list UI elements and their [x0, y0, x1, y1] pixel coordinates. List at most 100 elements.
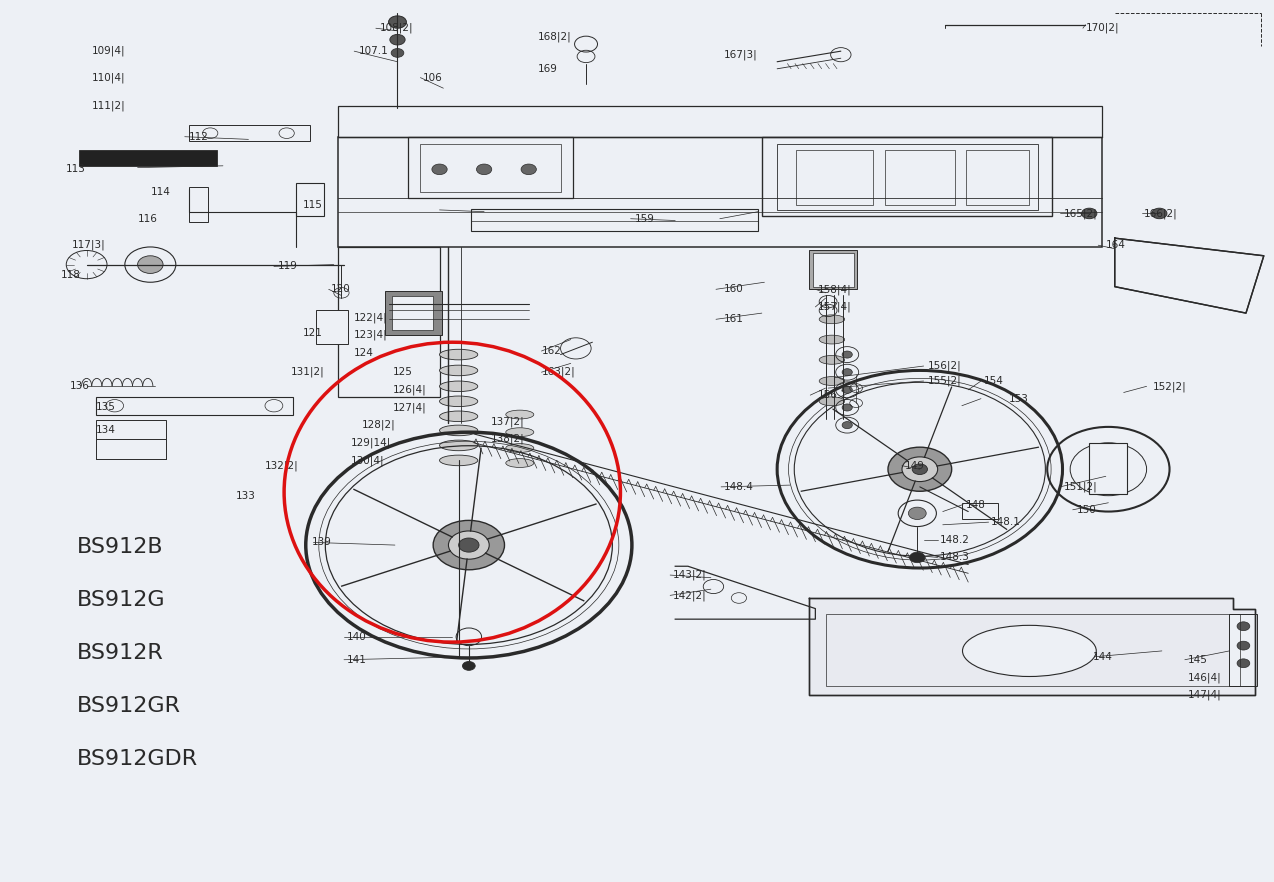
- Circle shape: [842, 351, 852, 358]
- Text: 169: 169: [538, 64, 558, 74]
- Text: 161: 161: [724, 314, 744, 325]
- Ellipse shape: [819, 397, 845, 406]
- Circle shape: [521, 164, 536, 175]
- Text: 136: 136: [70, 381, 90, 392]
- Text: 129|14|: 129|14|: [350, 437, 391, 448]
- Circle shape: [842, 422, 852, 429]
- Text: 132|2|: 132|2|: [265, 460, 298, 471]
- Bar: [189, 187, 208, 222]
- Circle shape: [1237, 659, 1250, 668]
- Circle shape: [459, 538, 479, 552]
- Bar: [408, 137, 573, 198]
- Text: 114: 114: [150, 187, 171, 198]
- Text: 123|4|: 123|4|: [354, 330, 387, 340]
- Ellipse shape: [506, 444, 534, 452]
- Bar: [826, 614, 1240, 686]
- Bar: [338, 247, 440, 397]
- Bar: [385, 291, 442, 335]
- Circle shape: [390, 34, 405, 45]
- Text: 157|4|: 157|4|: [818, 302, 851, 312]
- Circle shape: [1237, 641, 1250, 650]
- Text: 128|2|: 128|2|: [362, 420, 395, 430]
- Circle shape: [912, 464, 927, 475]
- Bar: [189, 125, 310, 141]
- Text: 135: 135: [96, 402, 116, 413]
- Circle shape: [462, 662, 475, 670]
- Circle shape: [448, 531, 489, 559]
- Text: 110|4|: 110|4|: [92, 72, 125, 83]
- Ellipse shape: [440, 440, 478, 451]
- Bar: [471, 209, 758, 231]
- Text: 156.1: 156.1: [818, 390, 847, 400]
- Text: 148.2: 148.2: [940, 534, 970, 545]
- Bar: [966, 150, 1029, 205]
- Text: 146|4|: 146|4|: [1187, 672, 1220, 683]
- Circle shape: [476, 164, 492, 175]
- Text: 111|2|: 111|2|: [92, 101, 125, 111]
- Bar: [1089, 443, 1127, 494]
- Circle shape: [842, 369, 852, 376]
- Text: 121: 121: [303, 328, 324, 339]
- Circle shape: [1237, 622, 1250, 631]
- Bar: [962, 503, 998, 519]
- Ellipse shape: [819, 377, 845, 385]
- Ellipse shape: [506, 428, 534, 437]
- Bar: [1229, 614, 1257, 686]
- Text: 148.4: 148.4: [724, 482, 753, 492]
- Bar: [96, 420, 166, 439]
- Circle shape: [908, 507, 926, 519]
- Text: 137|2|: 137|2|: [490, 416, 524, 427]
- Text: 124: 124: [354, 348, 375, 358]
- Text: 158|4|: 158|4|: [818, 284, 851, 295]
- Text: 160: 160: [724, 284, 744, 295]
- Text: 166|2|: 166|2|: [1144, 208, 1177, 219]
- Ellipse shape: [819, 355, 845, 364]
- Text: 125: 125: [392, 367, 413, 377]
- Text: 119: 119: [278, 261, 298, 272]
- Text: 127|4|: 127|4|: [392, 402, 426, 413]
- Ellipse shape: [819, 335, 845, 344]
- Bar: [79, 150, 217, 166]
- Bar: [96, 397, 293, 415]
- Text: 154: 154: [984, 376, 1004, 386]
- Bar: [296, 183, 324, 216]
- Bar: [392, 296, 433, 330]
- Bar: [813, 253, 854, 287]
- Text: 168|2|: 168|2|: [538, 32, 571, 42]
- Text: 148.1: 148.1: [991, 517, 1020, 527]
- Text: 151|2|: 151|2|: [1064, 482, 1097, 492]
- Polygon shape: [1115, 238, 1264, 313]
- Text: 165|2|: 165|2|: [1064, 208, 1097, 219]
- Text: 133: 133: [236, 490, 256, 501]
- Text: 143|2|: 143|2|: [673, 570, 706, 580]
- Text: 152|2|: 152|2|: [1153, 381, 1186, 392]
- Text: 122|4|: 122|4|: [354, 312, 387, 323]
- Text: 130|4|: 130|4|: [350, 455, 383, 466]
- Text: BS912R: BS912R: [76, 643, 163, 662]
- Text: 148.3: 148.3: [940, 552, 970, 563]
- Text: 163|2|: 163|2|: [541, 367, 575, 377]
- Bar: [777, 144, 1038, 210]
- Circle shape: [910, 552, 925, 563]
- Bar: [762, 137, 1052, 216]
- Ellipse shape: [440, 455, 478, 466]
- Text: 145: 145: [1187, 654, 1208, 665]
- Circle shape: [842, 386, 852, 393]
- Text: 108|2|: 108|2|: [380, 23, 413, 34]
- Text: BS912GDR: BS912GDR: [76, 749, 197, 768]
- Text: 156|2|: 156|2|: [927, 361, 961, 371]
- Ellipse shape: [963, 625, 1096, 676]
- Text: 120: 120: [331, 284, 352, 295]
- Circle shape: [433, 520, 505, 570]
- Text: 162: 162: [541, 346, 562, 356]
- Text: 131|2|: 131|2|: [290, 367, 324, 377]
- Text: 112: 112: [189, 131, 209, 142]
- Ellipse shape: [440, 411, 478, 422]
- Text: 164: 164: [1106, 240, 1126, 250]
- Text: 140: 140: [347, 632, 367, 642]
- Bar: [420, 144, 561, 192]
- Text: 115: 115: [303, 199, 324, 210]
- Text: 107.1: 107.1: [359, 46, 389, 56]
- Text: 153: 153: [1009, 393, 1029, 404]
- Bar: [316, 310, 348, 344]
